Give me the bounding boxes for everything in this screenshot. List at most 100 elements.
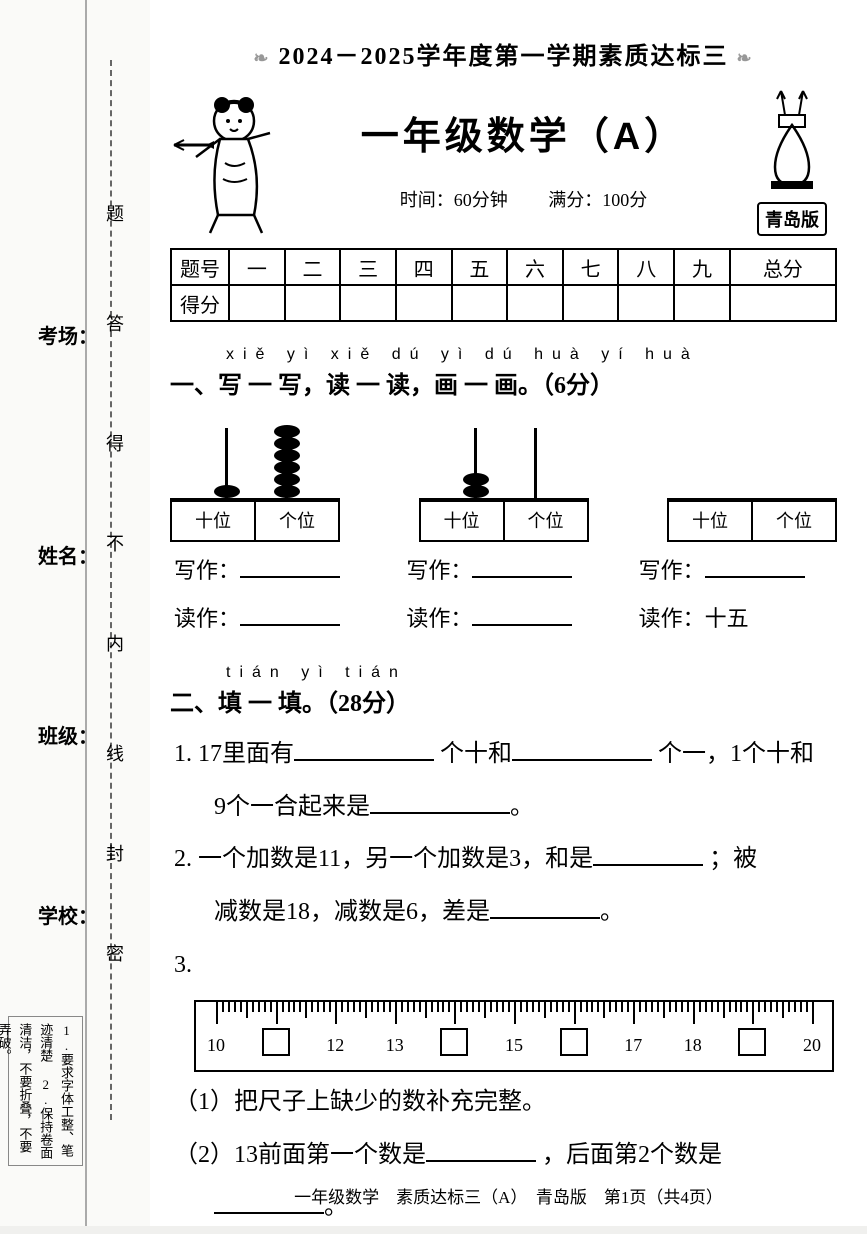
ruler-tick [442,1002,444,1012]
question-1: 1. 17里面有 个十和 个一，1个十和 9个一合起来是。 [170,728,837,834]
edition-badge: 青岛版 [747,85,837,236]
bead [274,473,300,486]
ornament-right-icon: ❧ [737,48,754,68]
margin-char: 内 [106,630,124,656]
blank[interactable] [472,554,572,578]
ruler-tick [377,1002,379,1012]
bead [274,449,300,462]
score-cell[interactable] [618,285,674,321]
th: 五 [452,249,508,285]
ruler-tick [681,1002,683,1012]
ruler-tick [735,1002,737,1012]
score-cell[interactable] [507,285,563,321]
ruler-tick [580,1002,582,1012]
ruler-tick [586,1002,588,1012]
ones-rod [285,428,288,498]
margin-char: 封 [106,840,124,866]
ruler-tick [460,1002,462,1012]
abacus-frame [419,420,589,500]
blank[interactable] [705,554,805,578]
abacus-frame [170,420,340,500]
ruler-blank-box[interactable] [560,1028,588,1056]
score-cell[interactable] [563,285,619,321]
blank[interactable] [240,602,340,626]
ruler-tick [603,1002,605,1018]
ruler-tick [317,1002,319,1012]
ruler-tick [288,1002,290,1012]
ruler-tick [663,1002,665,1018]
score-cell[interactable] [396,285,452,321]
margin-char: 密 [106,940,124,966]
ruler-blank-box[interactable] [738,1028,766,1056]
ruler-tick [723,1002,725,1018]
place-labels: 十位 个位 [419,500,589,542]
ruler-blank-box[interactable] [262,1028,290,1056]
tens-label: 十位 [419,500,503,542]
ruler-tick [711,1002,713,1012]
ruler-number: 18 [684,1026,702,1066]
ruler-tick [264,1002,266,1012]
ruler-tick [532,1002,534,1012]
th: 四 [396,249,452,285]
score-cell[interactable] [730,285,836,321]
title-banner: 一年级数学（A） 时间：60分钟 满分：100分 青岛版 [170,85,837,236]
ruler-blank-box[interactable] [440,1028,468,1056]
score-cell[interactable] [452,285,508,321]
ruler-number: 10 [207,1026,225,1066]
abacus-1: 十位 个位 [170,420,340,542]
blank[interactable] [490,895,600,919]
abacus-frame[interactable] [667,420,837,500]
score-cell[interactable] [285,285,341,321]
score-cell[interactable] [340,285,396,321]
character-illustration [170,85,290,235]
edition-label: 青岛版 [757,202,827,236]
ruler-tick [490,1002,492,1012]
score-cell[interactable] [229,285,285,321]
margin-char: 答 [106,310,124,336]
blank[interactable] [240,554,340,578]
blank[interactable] [426,1138,536,1162]
ruler-tick [544,1002,546,1018]
blank[interactable] [512,737,652,761]
read-1: 读作： [170,598,372,640]
tens-rod [474,428,477,498]
score-cell[interactable] [674,285,730,321]
blank[interactable] [294,737,434,761]
blank[interactable] [593,842,703,866]
ruler-tick [645,1002,647,1012]
ruler-tick [270,1002,272,1012]
blank[interactable] [472,602,572,626]
ruler-tick [758,1002,760,1012]
instructions-note: 1.要求字体工整、笔迹清楚 2.保持卷面清洁，不要折叠，不要弄破。 [8,1016,83,1166]
ruler-tick [574,1002,576,1024]
section-2-title: 二、填 一 填。（28分） [170,682,837,728]
read-2: 读作： [402,598,604,640]
ruler-tick [729,1002,731,1012]
ones-rod [534,428,537,498]
blank[interactable] [370,790,510,814]
ruler-tick [639,1002,641,1012]
ruler-tick [448,1002,450,1012]
ruler-tick [687,1002,689,1012]
tens-rod [225,428,228,498]
ruler-tick [425,1002,427,1018]
tens-label: 十位 [170,500,254,542]
ruler-tick [323,1002,325,1012]
th: 一 [229,249,285,285]
th: 六 [507,249,563,285]
ruler-tick [621,1002,623,1012]
ruler-tick [401,1002,403,1012]
ruler-tick [705,1002,707,1012]
ruler-tick [371,1002,373,1012]
th: 三 [340,249,396,285]
ruler-tick [293,1002,295,1012]
ruler-tick [407,1002,409,1012]
table-row: 得分 [171,285,836,321]
ruler-tick [770,1002,772,1012]
section-2: tián yì tián 二、填 一 填。（28分） 1. 17里面有 个十和 … [170,658,837,1234]
margin-char: 得 [106,430,124,456]
read-value: 十五 [705,606,749,631]
write-2: 写作： [402,550,604,592]
ruler-number: 15 [505,1026,523,1066]
q3-part2: （2）13前面第一个数是 ，后面第2个数是 [174,1129,837,1182]
